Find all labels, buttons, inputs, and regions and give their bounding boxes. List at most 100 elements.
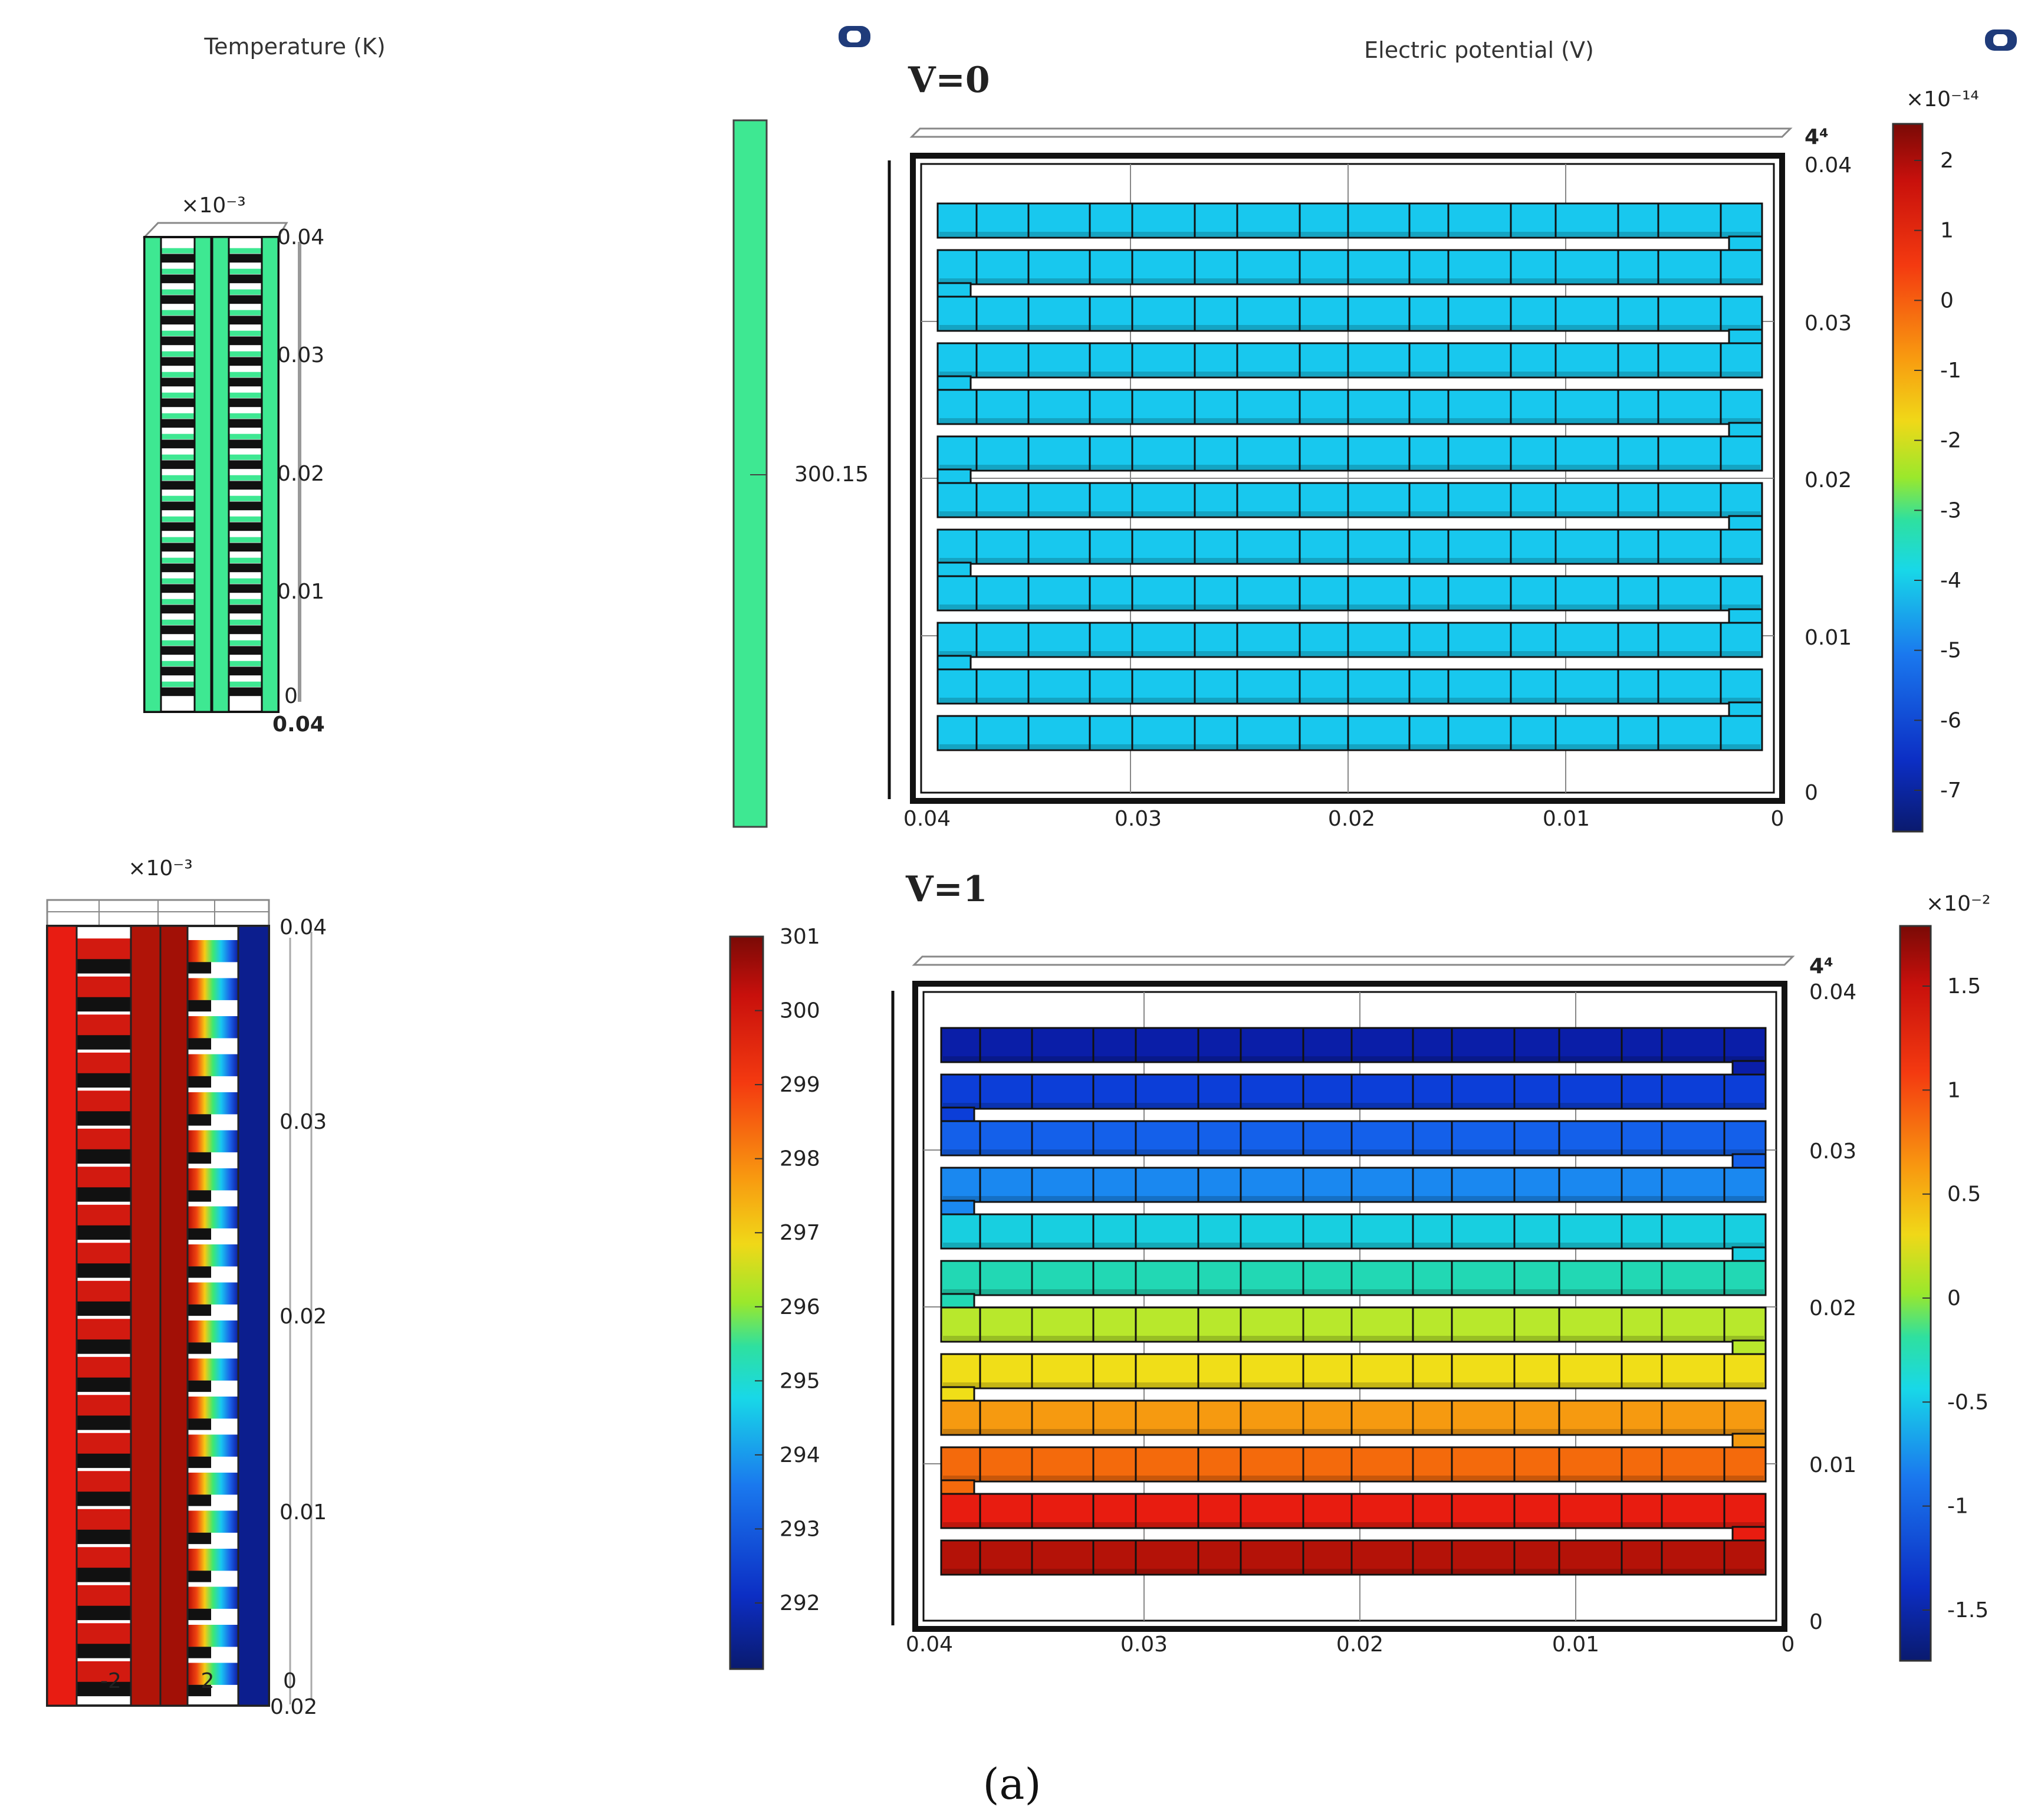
top-side-fin	[161, 605, 195, 614]
top-side-fin	[161, 666, 195, 676]
bottom-side-hot-block	[77, 1206, 131, 1226]
top-x-tick: 0.03	[1115, 807, 1162, 831]
top-side-fin	[161, 584, 195, 593]
top-left-tick: 0.03	[277, 343, 324, 367]
bottom-side-hot-block	[77, 1358, 131, 1378]
bottom-potential-tick-label: -1.5	[1947, 1598, 1989, 1622]
bottom-side-fin	[188, 1152, 211, 1164]
top-side-fin	[229, 274, 262, 284]
bottom-side-fin	[188, 1418, 211, 1430]
bottom-side-fin	[188, 1532, 211, 1545]
top-side-fin-gap	[161, 392, 195, 398]
top-side-fin-gap	[161, 351, 195, 357]
bottom-x-tick: 0	[1782, 1632, 1795, 1657]
bottom-x-tick: 0.03	[1120, 1632, 1168, 1657]
top-side-fin	[161, 460, 195, 469]
bottom-channel-row	[940, 1213, 1767, 1263]
bottom-side-gradient-block	[188, 978, 238, 1000]
top-side-fin-gap	[229, 392, 262, 398]
bottom-side-gradient-block	[188, 1130, 238, 1152]
bottom-temperature-tick-label: 297	[780, 1221, 820, 1245]
bottom-side-fin	[77, 1149, 131, 1164]
top-side-fin	[229, 605, 262, 614]
top-side-fin-gap	[229, 413, 262, 419]
top-x-tick: 0.01	[1543, 807, 1590, 831]
comsol-logo-icon	[1985, 29, 2017, 51]
top-side-fin-gap	[161, 433, 195, 439]
top-side-fin-gap	[229, 557, 262, 563]
top-side-fin	[229, 625, 262, 635]
top-side-fin	[229, 687, 262, 697]
bottom-side-fin	[188, 1076, 211, 1088]
bottom-channel-row	[940, 1493, 1767, 1543]
top-side-fin	[161, 522, 195, 531]
bottom-side-gradient-block	[188, 1549, 238, 1571]
bottom-channel-row	[940, 1539, 1767, 1576]
top-y-tick: 0.01	[1805, 626, 1852, 650]
top-channel-row	[936, 202, 1763, 252]
bottom-side-fin	[77, 1188, 131, 1202]
top-y-axis: 0.04 0.03 0.02 0.01 0	[1805, 153, 1852, 805]
top-potential-exponent: ×10⁻¹⁴	[1906, 87, 1979, 111]
bottom-temperature-colorbar	[729, 935, 764, 1670]
top-potential-tick-label: 0	[1940, 288, 1954, 313]
top-potential-tick-label: 1	[1940, 219, 1954, 243]
bottom-side-gradient-block	[188, 940, 238, 962]
bottom-left-bottom-tick: 0.02	[270, 1695, 317, 1719]
bottom-side-hot-block	[77, 1092, 131, 1112]
bottom-side-gradient-block	[188, 1510, 238, 1533]
bottom-temperature-tick-label: 299	[780, 1073, 820, 1097]
bottom-side-gradient-block	[188, 1092, 238, 1115]
top-channel-row	[936, 389, 1763, 439]
bottom-voltage-label: V=1	[905, 869, 988, 910]
top-side-fin	[229, 460, 262, 469]
top-side-fin	[161, 419, 195, 428]
bottom-side-gradient-block	[188, 1016, 238, 1039]
top-side-fin	[161, 398, 195, 408]
top-side-fin-gap	[229, 516, 262, 522]
bottom-channel-row	[940, 1306, 1767, 1356]
top-side-fin-gap	[161, 248, 195, 254]
bottom-temperature-tick-label: 296	[780, 1295, 820, 1319]
bottom-side-hot-block	[77, 1510, 131, 1530]
bottom-x-tick: 0.02	[1336, 1632, 1383, 1657]
bottom-side-hot-block	[77, 1168, 131, 1188]
bottom-y-tick: 0	[1809, 1610, 1823, 1634]
top-x-tick: 0.02	[1328, 807, 1375, 831]
bottom-side-fin	[188, 962, 211, 974]
bottom-side-gradient-block	[188, 1206, 238, 1228]
top-side-fin	[161, 481, 195, 490]
bottom-side-gradient-block	[188, 1473, 238, 1495]
bottom-side-gradient-block	[188, 1054, 238, 1076]
bottom-y-tick: 0.03	[1809, 1139, 1856, 1164]
bottom-channel-row	[940, 1120, 1767, 1170]
top-side-fin-gap	[229, 578, 262, 584]
bottom-potential-tick-label: -0.5	[1947, 1390, 1989, 1414]
bottom-side-hot-block	[77, 1434, 131, 1454]
top-y-tick: 0	[1805, 781, 1818, 805]
bottom-temperature-tick-label: 300	[780, 999, 820, 1023]
top-side-fin	[229, 543, 262, 552]
bottom-side-fin	[188, 1304, 211, 1316]
top-side-fin-gap	[229, 330, 262, 336]
top-potential-tick-label: -5	[1940, 639, 1961, 663]
bottom-channel-row	[940, 1446, 1767, 1496]
top-y-tick: 0.03	[1805, 311, 1852, 336]
bottom-side-fin	[188, 1266, 211, 1278]
top-side-fin	[229, 316, 262, 325]
top-side-fin	[229, 481, 262, 490]
bottom-side-fin	[188, 1647, 211, 1658]
top-potential-tick-label: -3	[1940, 498, 1961, 523]
top-side-fin-gap	[229, 475, 262, 481]
bottom-side-fin	[77, 1112, 131, 1126]
top-potential-tick-label: 2	[1940, 149, 1954, 173]
bottom-left-mark: 2	[201, 1669, 215, 1693]
bottom-potential-tick-label: 1.5	[1947, 974, 1981, 998]
bottom-y-tick: 0.01	[1809, 1453, 1856, 1477]
bottom-side-fin	[77, 997, 131, 1012]
bottom-side-hot-block	[77, 940, 131, 960]
bottom-potential-ticks: 1.5 1 0.5 0 -0.5 -1 -1.5	[1922, 974, 1989, 1622]
bottom-side-gradient-block	[188, 1663, 238, 1685]
top-channel-row	[936, 435, 1763, 485]
top-side-fin-gap	[161, 372, 195, 377]
